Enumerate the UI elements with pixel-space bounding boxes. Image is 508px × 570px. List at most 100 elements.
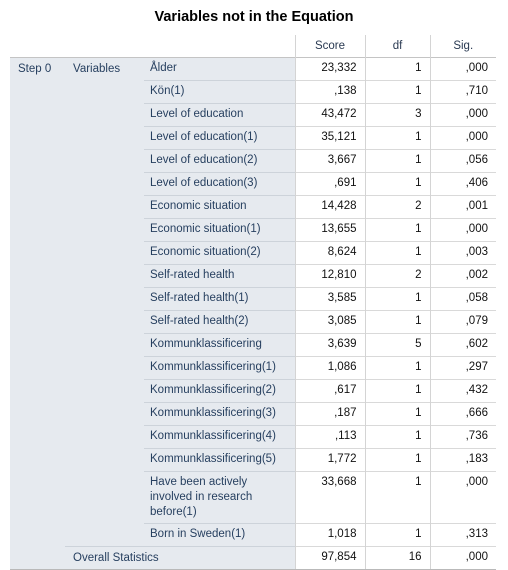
table-row: Self-rated health 12,810 2,002 xyxy=(10,264,496,288)
cell-sig: ,002 xyxy=(429,264,496,288)
row-label: Have been actively involved in research … xyxy=(144,471,295,524)
cell-sig: ,058 xyxy=(429,287,496,311)
cell-df: 1 xyxy=(364,356,430,380)
table-row: Step 0 Variables Ålder 23,332 1,000 xyxy=(10,57,496,570)
table-row: Level of education(3) ,691 1,406 xyxy=(10,172,496,196)
cell-sig: ,000 xyxy=(429,126,496,150)
cell-score: 43,472 xyxy=(294,103,365,127)
cell-df: 1 xyxy=(364,287,430,311)
cell-sig: ,001 xyxy=(429,195,496,219)
cell-score: 3,639 xyxy=(294,333,365,357)
cell-df: 1 xyxy=(364,218,430,242)
row-label: Kommunklassificering(3) xyxy=(144,402,295,426)
cell-sig: ,313 xyxy=(429,523,496,547)
cell-df: 5 xyxy=(364,333,430,357)
cell-df: 1 xyxy=(364,379,430,403)
overall-score: 97,854 xyxy=(294,546,365,570)
table-row: Kön(1) ,138 1,710 xyxy=(10,80,496,104)
cell-score: 35,121 xyxy=(294,126,365,150)
row-label: Ålder xyxy=(144,57,295,81)
cell-score: 13,655 xyxy=(294,218,365,242)
cell-df: 1 xyxy=(364,80,430,104)
row-label: Self-rated health(1) xyxy=(144,287,295,311)
cell-score: ,138 xyxy=(294,80,365,104)
table-row: Have been actively involved in research … xyxy=(10,471,496,524)
table-row: Economic situation(1) 13,655 1,000 xyxy=(10,218,496,242)
row-label: Kommunklassificering(2) xyxy=(144,379,295,403)
cell-score: 8,624 xyxy=(294,241,365,265)
cell-score: 3,585 xyxy=(294,287,365,311)
cell-df: 1 xyxy=(364,149,430,173)
cell-sig: ,056 xyxy=(429,149,496,173)
cell-sig: ,297 xyxy=(429,356,496,380)
cell-score: 3,667 xyxy=(294,149,365,173)
table-row: Born in Sweden(1) 1,018 1,313 xyxy=(10,523,496,547)
overall-row: Overall Statistics 97,854 16,000 xyxy=(10,546,496,570)
cell-df: 2 xyxy=(364,195,430,219)
cell-score: 33,668 xyxy=(294,471,365,524)
row-label: Born in Sweden(1) xyxy=(144,523,295,547)
cell-sig: ,079 xyxy=(429,310,496,334)
row-label: Level of education(2) xyxy=(144,149,295,173)
cell-df: 2 xyxy=(364,264,430,288)
cell-score: ,187 xyxy=(294,402,365,426)
cell-df: 1 xyxy=(364,523,430,547)
cell-sig: ,000 xyxy=(429,471,496,524)
cell-df: 1 xyxy=(364,471,430,524)
column-header-score: Score xyxy=(294,35,365,58)
row-label: Economic situation(1) xyxy=(144,218,295,242)
table-row: Level of education(2) 3,667 1,056 xyxy=(10,149,496,173)
table-row: Kommunklassificering(2) ,617 1,432 xyxy=(10,379,496,403)
table-row: Self-rated health(2) 3,085 1,079 xyxy=(10,310,496,334)
row-label: Kommunklassificering(5) xyxy=(144,448,295,472)
table-row: Level of education(1) 35,121 1,000 xyxy=(10,126,496,150)
cell-df: 1 xyxy=(364,172,430,196)
cell-score: ,691 xyxy=(294,172,365,196)
cell-sig: ,666 xyxy=(429,402,496,426)
cell-df: 1 xyxy=(364,402,430,426)
cell-df: 1 xyxy=(364,57,430,81)
cell-sig: ,432 xyxy=(429,379,496,403)
cell-sig: ,000 xyxy=(429,57,496,81)
overall-sig: ,000 xyxy=(429,546,496,570)
column-header-df: df xyxy=(364,35,430,58)
variables-table: Score df Sig. Step 0 Variables Ålder 23,332… xyxy=(10,35,496,570)
group-label: Variables xyxy=(65,57,144,547)
step-label: Step 0 xyxy=(10,57,65,570)
table-row: Kommunklassificering(3) ,187 1,666 xyxy=(10,402,496,426)
row-label: Economic situation(2) xyxy=(144,241,295,265)
row-label: Level of education(1) xyxy=(144,126,295,150)
cell-sig: ,000 xyxy=(429,103,496,127)
cell-df: 1 xyxy=(364,310,430,334)
cell-sig: ,000 xyxy=(429,218,496,242)
row-label: Self-rated health xyxy=(144,264,295,288)
cell-score: 1,772 xyxy=(294,448,365,472)
overall-label: Overall Statistics xyxy=(65,546,295,570)
table-row: Economic situation 14,428 2,001 xyxy=(10,195,496,219)
cell-score: 23,332 xyxy=(294,57,365,81)
table-row: Kommunklassificering 3,639 5,602 xyxy=(10,333,496,357)
cell-score: 1,086 xyxy=(294,356,365,380)
table-row: Self-rated health(1) 3,585 1,058 xyxy=(10,287,496,311)
table-row: Kommunklassificering(1) 1,086 1,297 xyxy=(10,356,496,380)
row-label: Kommunklassificering(4) xyxy=(144,425,295,449)
row-label: Kommunklassificering(1) xyxy=(144,356,295,380)
cell-score: 14,428 xyxy=(294,195,365,219)
cell-sig: ,406 xyxy=(429,172,496,196)
cell-score: ,617 xyxy=(294,379,365,403)
cell-sig: ,602 xyxy=(429,333,496,357)
row-label: Level of education(3) xyxy=(144,172,295,196)
table-row: Kommunklassificering(5) 1,772 1,183 xyxy=(10,448,496,472)
overall-df: 16 xyxy=(364,546,430,570)
row-label: Kommunklassificering xyxy=(144,333,295,357)
cell-score: 3,085 xyxy=(294,310,365,334)
cell-df: 1 xyxy=(364,126,430,150)
row-label: Self-rated health(2) xyxy=(144,310,295,334)
column-header-sig: Sig. xyxy=(429,35,496,58)
cell-score: ,113 xyxy=(294,425,365,449)
table-title: Variables not in the Equation xyxy=(154,9,354,25)
cell-sig: ,183 xyxy=(429,448,496,472)
cell-sig: ,710 xyxy=(429,80,496,104)
cell-df: 1 xyxy=(364,448,430,472)
cell-df: 3 xyxy=(364,103,430,127)
